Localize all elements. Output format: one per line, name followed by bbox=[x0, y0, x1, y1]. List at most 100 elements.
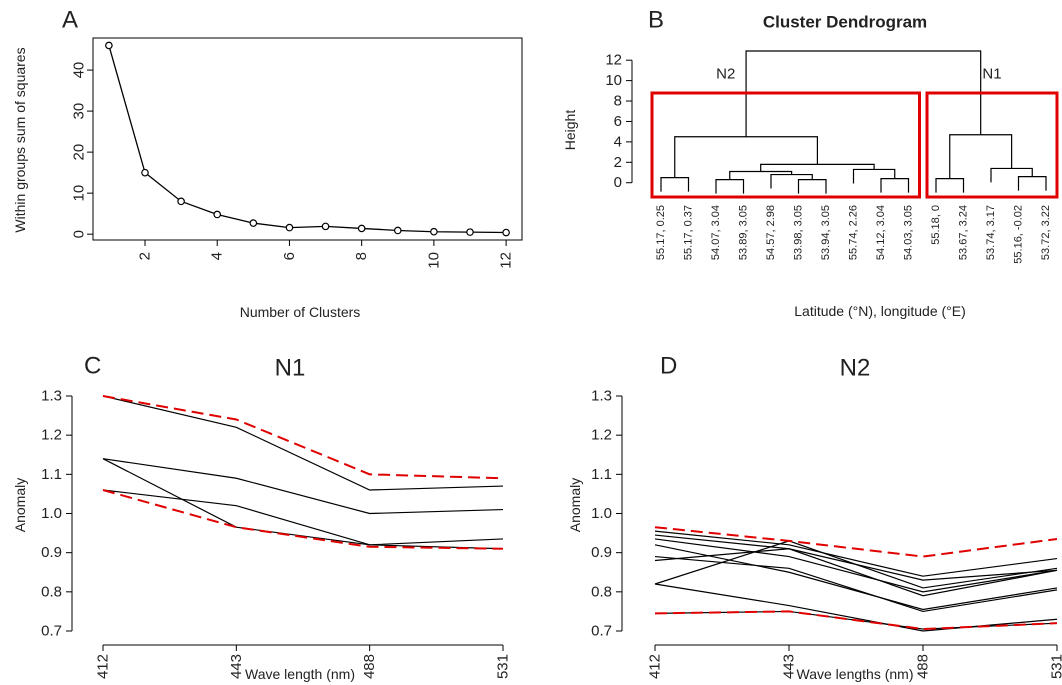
data-point bbox=[249, 219, 258, 227]
series-line bbox=[102, 489, 504, 550]
dendrogram-merge bbox=[797, 179, 827, 194]
x-tick-label: 531 bbox=[1049, 654, 1062, 679]
y-axis-label: Anomaly bbox=[567, 478, 583, 532]
data-point bbox=[357, 224, 366, 233]
x-tick-label: 6 bbox=[281, 252, 298, 260]
cluster-label: N1 bbox=[982, 66, 1001, 83]
data-point bbox=[393, 226, 402, 235]
dendrogram-merge bbox=[715, 179, 745, 194]
data-point bbox=[177, 197, 185, 206]
y-tick-label: 20 bbox=[71, 144, 88, 161]
data-point bbox=[430, 227, 438, 236]
x-tick-label: 4 bbox=[209, 252, 226, 260]
y-tick-label: 6 bbox=[614, 113, 622, 130]
series-line bbox=[654, 530, 1058, 577]
x-tick-label: 531 bbox=[495, 654, 512, 679]
leaf-label: 54.07, 3.04 bbox=[710, 205, 722, 260]
y-tick-label: 0.9 bbox=[591, 544, 612, 561]
series-line bbox=[102, 458, 504, 550]
y-tick-label: 10 bbox=[605, 72, 622, 89]
y-tick-label: 1.3 bbox=[41, 388, 62, 405]
series-line bbox=[102, 395, 504, 491]
x-axis-label: Wave lengths (nm) bbox=[797, 666, 914, 682]
dendrogram-merge bbox=[660, 177, 690, 192]
y-tick-label: 2 bbox=[614, 154, 622, 171]
cluster-box bbox=[650, 91, 921, 199]
leaf-label: 54.57, 2.98 bbox=[765, 205, 777, 260]
dendrogram-merge bbox=[770, 173, 813, 189]
data-point bbox=[285, 223, 294, 232]
y-tick-label: 0.8 bbox=[591, 583, 612, 600]
x-axis-label: Wave length (nm) bbox=[245, 666, 355, 682]
y-tick-label: 0 bbox=[614, 174, 622, 191]
y-tick-label: 1.0 bbox=[591, 505, 612, 522]
leaf-label: 53.98, 3.05 bbox=[793, 205, 805, 260]
series-line bbox=[102, 395, 504, 480]
panel-label: D bbox=[660, 353, 677, 380]
series-line bbox=[654, 538, 1058, 593]
x-tick-label: 488 bbox=[915, 654, 932, 679]
data-point bbox=[141, 168, 149, 177]
dendrogram-merge bbox=[1017, 175, 1047, 191]
series-line bbox=[654, 526, 1058, 558]
y-tick-label: 8 bbox=[614, 93, 622, 110]
x-tick-label: 443 bbox=[228, 654, 245, 679]
dendrogram-merge bbox=[880, 178, 910, 193]
series-line bbox=[102, 489, 504, 546]
y-tick-label: 0 bbox=[71, 230, 88, 238]
x-axis-label: Latitude (°N), longitude (°E) bbox=[794, 303, 966, 319]
chart-title: N2 bbox=[840, 355, 871, 382]
cluster-box bbox=[925, 91, 1059, 199]
data-line bbox=[108, 45, 507, 234]
series-line bbox=[654, 544, 1058, 611]
dendrogram-merge bbox=[935, 178, 965, 193]
x-tick-label: 8 bbox=[353, 252, 370, 260]
y-tick-label: 0.8 bbox=[41, 583, 62, 600]
cluster-label: N2 bbox=[716, 66, 735, 83]
y-tick-label: 10 bbox=[71, 185, 88, 202]
data-point bbox=[213, 210, 222, 219]
y-tick-label: 1.1 bbox=[41, 466, 62, 483]
leaf-label: 55.18, 0 bbox=[930, 205, 942, 245]
x-tick-label: 412 bbox=[647, 654, 664, 679]
y-tick-label: 1.0 bbox=[41, 505, 62, 522]
y-tick-label: 0.7 bbox=[41, 623, 62, 640]
dendrogram-merge bbox=[990, 167, 1033, 183]
series-line bbox=[654, 548, 1058, 597]
y-tick-label: 1.2 bbox=[591, 427, 612, 444]
leaf-label: 55.17, 0.25 bbox=[655, 205, 667, 260]
y-tick-label: 12 bbox=[605, 52, 622, 69]
y-tick-label: 1.3 bbox=[591, 388, 612, 405]
data-point bbox=[321, 222, 330, 231]
y-axis-label: Height bbox=[562, 110, 578, 151]
x-tick-label: 10 bbox=[425, 252, 442, 269]
series-line bbox=[102, 458, 504, 515]
y-axis-label: Within groups sum of squares bbox=[12, 47, 28, 232]
series-line bbox=[654, 610, 1058, 631]
series-line bbox=[654, 540, 1058, 589]
plot-frame bbox=[92, 37, 523, 241]
panel-label: B bbox=[648, 7, 664, 34]
panel-label: A bbox=[62, 7, 78, 34]
leaf-label: 54.12, 3.04 bbox=[875, 205, 887, 260]
x-tick-label: 2 bbox=[137, 252, 154, 260]
leaf-label: 54.03, 3.05 bbox=[903, 205, 915, 260]
dendrogram-merge bbox=[949, 134, 1013, 179]
x-tick-label: 488 bbox=[361, 654, 378, 679]
chart-title: Cluster Dendrogram bbox=[763, 13, 927, 32]
y-tick-label: 40 bbox=[71, 62, 88, 79]
dendrogram-merge bbox=[674, 136, 819, 178]
y-tick-label: 1.1 bbox=[591, 466, 612, 483]
y-tick-label: 1.2 bbox=[41, 427, 62, 444]
y-tick-label: 0.7 bbox=[591, 623, 612, 640]
y-axis-label: Anomaly bbox=[12, 478, 28, 532]
data-point bbox=[466, 228, 474, 236]
x-axis-label: Number of Clusters bbox=[240, 304, 361, 320]
y-tick-label: 0.9 bbox=[41, 544, 62, 561]
leaf-label: 53.94, 3.05 bbox=[820, 205, 832, 260]
x-tick-label: 12 bbox=[498, 252, 515, 269]
dendrogram-merge bbox=[852, 168, 896, 184]
x-tick-label: 443 bbox=[781, 654, 798, 679]
leaf-label: 53.72, 3.22 bbox=[1040, 205, 1052, 260]
chart-title: N1 bbox=[275, 355, 306, 382]
